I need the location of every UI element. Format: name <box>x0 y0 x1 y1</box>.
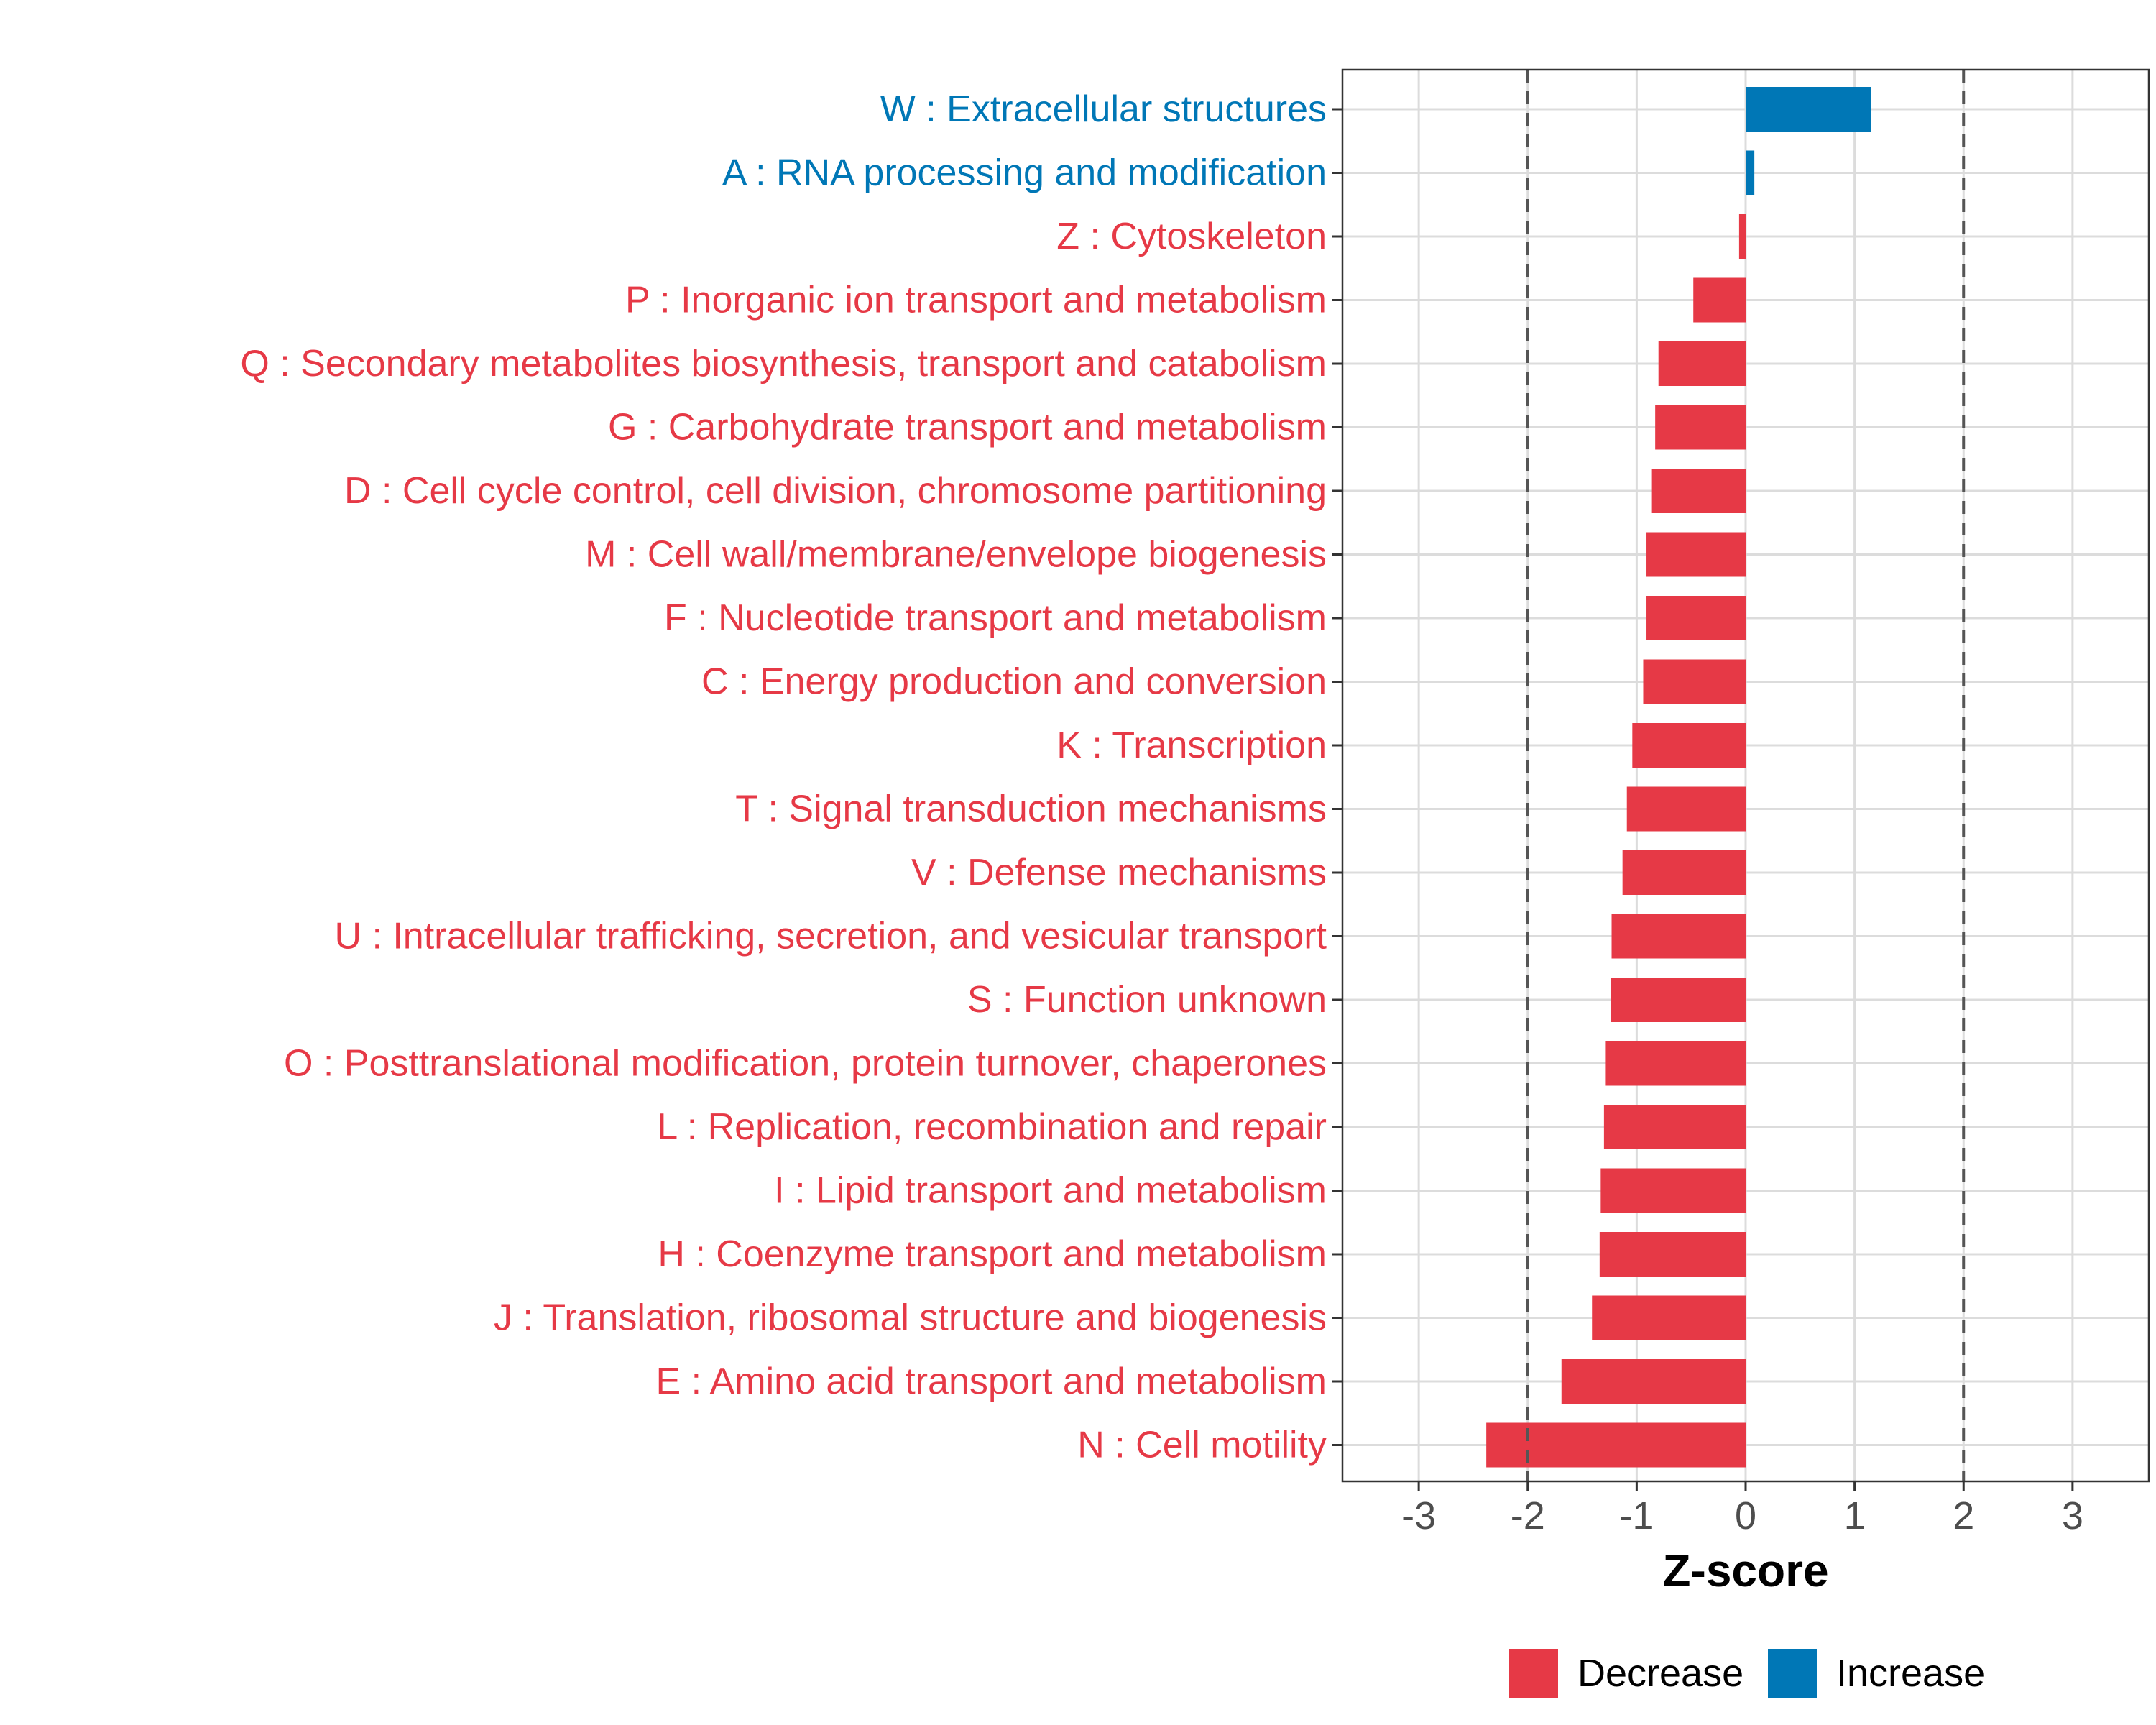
bar <box>1643 659 1746 704</box>
bar <box>1600 1168 1746 1213</box>
category-label: W : Extracellular structures <box>880 88 1327 130</box>
category-label: L : Replication, recombination and repai… <box>657 1106 1327 1148</box>
x-tick-label: 3 <box>2062 1494 2083 1537</box>
category-label: C : Energy production and conversion <box>701 661 1327 703</box>
bar <box>1486 1422 1746 1468</box>
legend-label: Increase <box>1836 1652 1985 1695</box>
x-tick-label: 2 <box>1953 1494 1974 1537</box>
category-label: T : Signal transduction mechanisms <box>735 788 1327 830</box>
x-tick-label: 1 <box>1844 1494 1866 1537</box>
category-label: D : Cell cycle control, cell division, c… <box>344 470 1327 512</box>
bar <box>1646 532 1746 577</box>
category-label: E : Amino acid transport and metabolism <box>655 1361 1327 1402</box>
category-label: N : Cell motility <box>1077 1425 1327 1466</box>
category-label: F : Nucleotide transport and metabolism <box>664 597 1327 639</box>
bar <box>1561 1359 1746 1404</box>
category-label: Z : Cytoskeleton <box>1056 216 1327 257</box>
bar <box>1746 87 1871 132</box>
x-axis-title: Z-score <box>1662 1545 1828 1596</box>
category-label: V : Defense mechanisms <box>911 852 1327 893</box>
category-label: P : Inorganic ion transport and metaboli… <box>625 280 1327 321</box>
category-label: O : Posttranslational modification, prot… <box>284 1043 1327 1085</box>
bar <box>1626 786 1746 832</box>
category-label: I : Lipid transport and metabolism <box>774 1170 1327 1212</box>
category-label: H : Coenzyme transport and metabolism <box>658 1233 1327 1275</box>
bar <box>1738 214 1746 259</box>
reference-lines <box>1526 70 1966 1481</box>
bar <box>1746 150 1755 196</box>
bar <box>1651 469 1746 513</box>
bar <box>1603 1105 1746 1149</box>
bar <box>1693 277 1746 323</box>
legend-swatch <box>1768 1649 1817 1698</box>
category-label: U : Intracellular trafficking, secretion… <box>334 916 1327 957</box>
category-label: G : Carbohydrate transport and metabolis… <box>608 407 1327 448</box>
bar <box>1610 978 1746 1022</box>
category-label: K : Transcription <box>1056 724 1327 766</box>
legend: Decrease Increase <box>1509 1649 1985 1698</box>
x-tick-label: 0 <box>1735 1494 1756 1537</box>
x-tick-label: -3 <box>1401 1494 1436 1537</box>
x-tick-label: -1 <box>1619 1494 1654 1537</box>
bar <box>1605 1041 1746 1086</box>
category-label: Q : Secondary metabolites biosynthesis, … <box>240 343 1327 385</box>
bar <box>1646 596 1746 640</box>
category-label: A : RNA processing and modification <box>722 152 1327 194</box>
category-label: J : Translation, ribosomal structure and… <box>494 1297 1327 1339</box>
bar <box>1599 1232 1746 1276</box>
x-tick-label: -2 <box>1511 1494 1545 1537</box>
bar <box>1632 723 1746 768</box>
bar <box>1658 341 1746 386</box>
x-axis-ticks: -3 -2 -1 0 1 2 3 <box>1401 1481 2083 1537</box>
y-axis-ticks: W : Extracellular structures A : RNA proc… <box>240 88 1342 1466</box>
category-label: S : Function unknown <box>967 979 1327 1021</box>
legend-label: Decrease <box>1577 1652 1743 1695</box>
bar <box>1592 1295 1746 1340</box>
bar <box>1655 405 1746 450</box>
category-label: M : Cell wall/membrane/envelope biogenes… <box>585 534 1327 576</box>
bars <box>1486 87 1871 1468</box>
bar <box>1611 914 1746 959</box>
bar <box>1622 850 1746 895</box>
legend-swatch <box>1509 1649 1558 1698</box>
